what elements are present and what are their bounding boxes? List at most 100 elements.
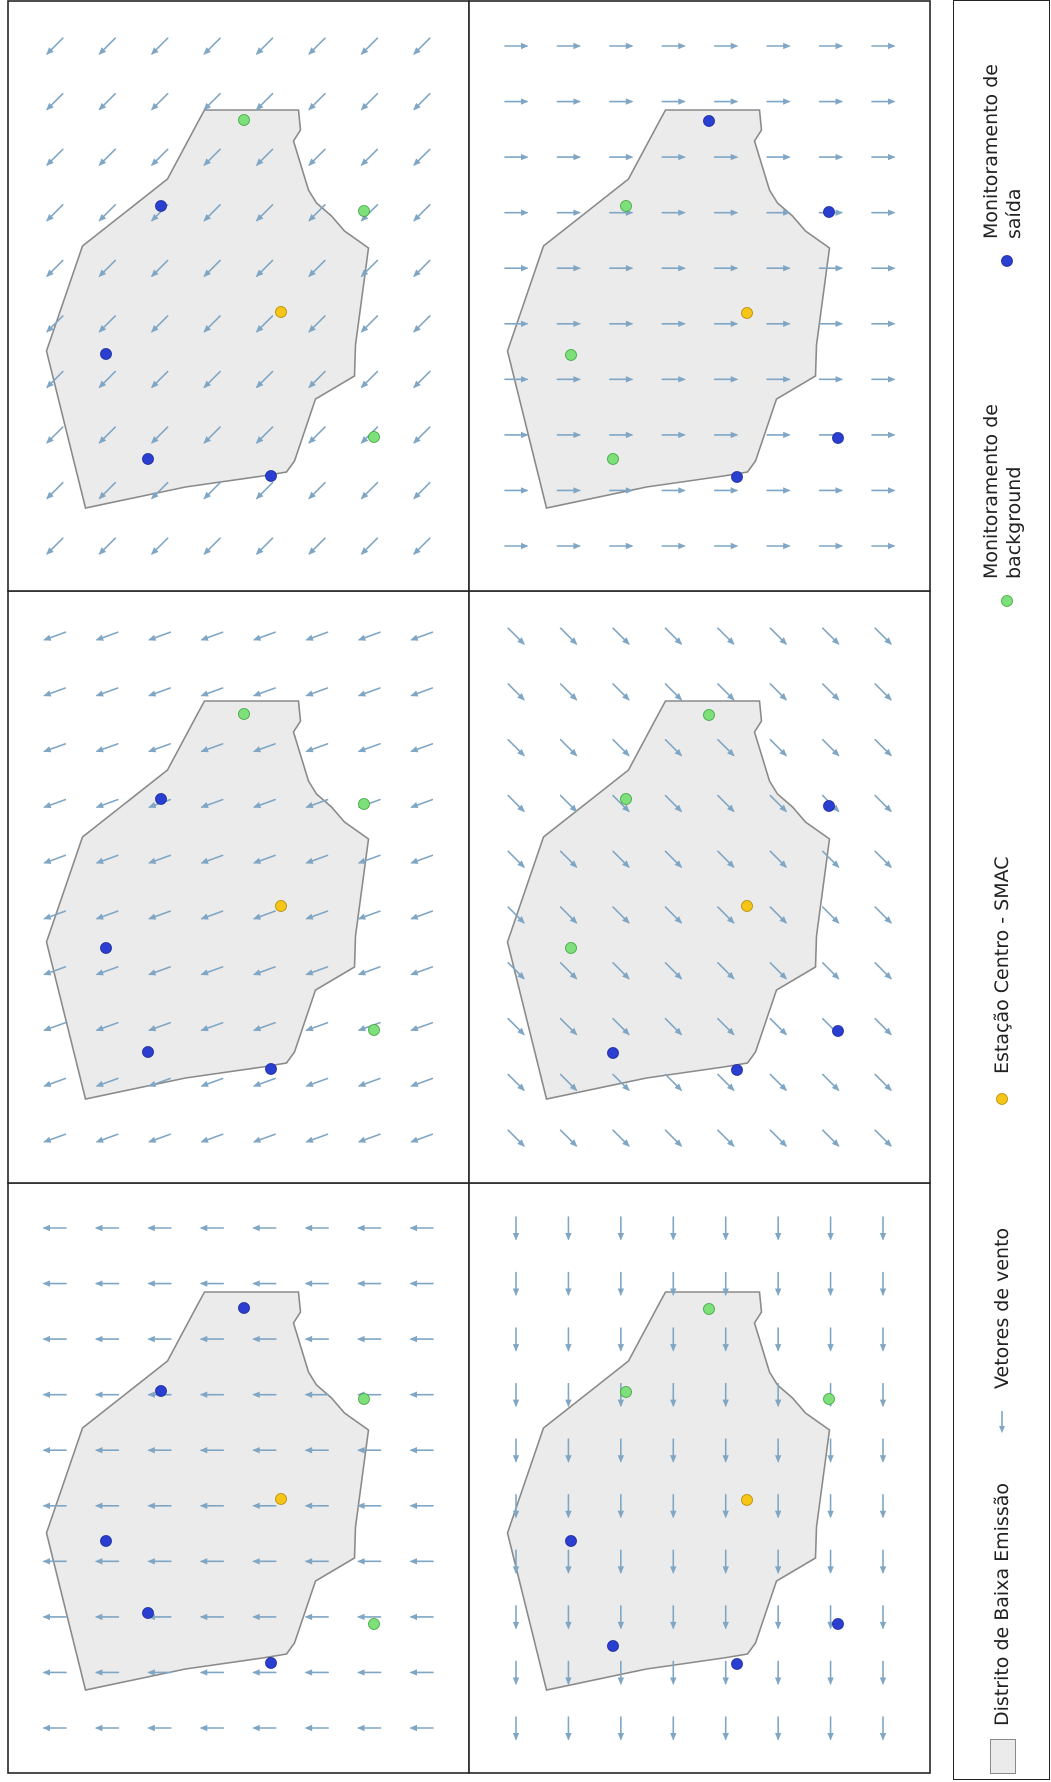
wind-arrow (252, 1280, 277, 1287)
wind-arrow (94, 1280, 120, 1287)
wind-arrow (609, 98, 634, 105)
exit-monitoring-point (607, 1640, 619, 1652)
wind-arrow (42, 1335, 67, 1343)
wind-arrow (252, 1335, 277, 1343)
wind-arrow (203, 315, 221, 333)
wind-arrow (95, 966, 119, 976)
wind-arrow (670, 1271, 677, 1297)
wind-arrow (199, 1391, 225, 1398)
wind-arrow (769, 683, 788, 701)
wind-arrow (409, 1280, 434, 1287)
wind-arrow (565, 1216, 572, 1241)
wind-arrow (565, 1549, 572, 1574)
wind-arrow (357, 1724, 382, 1732)
wind-arrow (661, 542, 686, 550)
wind-arrow (774, 1216, 782, 1241)
wind-arrow (46, 204, 64, 222)
wind-arrow (150, 37, 169, 55)
wind-arrow (713, 487, 739, 494)
wind-arrow (43, 1133, 67, 1143)
wind-arrow (504, 320, 529, 327)
wind-arrow (203, 37, 221, 55)
wind-arrow (94, 1447, 120, 1454)
wind-arrow (95, 854, 119, 864)
wind-arrow (769, 1129, 788, 1147)
wind-arrow (95, 1021, 119, 1032)
low-emission-district-area (45, 1291, 370, 1691)
wind-arrow (200, 743, 224, 753)
legend-label-centro: Estação Centro - SMAC (991, 856, 1013, 1074)
wind-arrow-icon (999, 1411, 1005, 1433)
wind-arrow (766, 542, 791, 550)
wind-arrow (617, 1216, 625, 1241)
wind-arrow (874, 962, 892, 980)
wind-arrow (774, 1493, 782, 1519)
wind-arrow (98, 370, 117, 389)
wind-arrow (556, 487, 581, 494)
map-panel-wind-east (468, 0, 931, 592)
low-emission-district-area (45, 109, 370, 509)
wind-arrow (827, 1216, 834, 1241)
wind-arrow (507, 794, 525, 813)
wind-arrow (821, 738, 840, 757)
background-station-icon (1001, 595, 1013, 607)
wind-arrow (874, 1129, 892, 1147)
wind-arrow (818, 153, 844, 161)
wind-arrow (46, 537, 64, 555)
wind-arrow (507, 906, 525, 924)
wind-arrow (504, 153, 529, 161)
exit-monitoring-point (155, 200, 167, 212)
wind-arrow (98, 204, 117, 222)
centro-smac-station (275, 306, 287, 318)
wind-arrow (255, 426, 274, 444)
wind-arrow (95, 687, 119, 697)
wind-arrow (305, 743, 329, 753)
exit-monitoring-point (142, 453, 154, 465)
wind-arrow (713, 542, 739, 550)
wind-arrow (255, 204, 274, 222)
wind-arrow (413, 315, 431, 333)
wind-arrow (512, 1493, 520, 1519)
wind-arrow (42, 1724, 67, 1732)
wind-arrow (413, 37, 431, 55)
wind-arrow (252, 1669, 277, 1676)
wind-arrow (252, 743, 276, 753)
low-emission-district-area (506, 1291, 831, 1691)
wind-arrow (95, 1133, 119, 1143)
low-emission-district-area (506, 700, 831, 1100)
wind-arrow (713, 98, 739, 105)
wind-arrow (255, 37, 274, 55)
wind-arrow (559, 906, 578, 924)
wind-arrow (360, 315, 379, 333)
wind-arrow (507, 683, 525, 701)
wind-arrow (612, 1017, 630, 1036)
exit-monitoring-point (607, 1047, 619, 1059)
wind-arrow (769, 850, 788, 868)
wind-arrow (357, 1447, 382, 1454)
wind-arrow (252, 1724, 277, 1732)
wind-arrow (413, 537, 431, 555)
wind-arrow (559, 962, 578, 980)
map-panel-wind-southwest (7, 0, 470, 592)
wind-arrow (664, 738, 683, 757)
exit-monitoring-point (265, 470, 277, 482)
wind-arrow (43, 631, 67, 641)
wind-arrow (95, 743, 119, 753)
wind-arrow (617, 1660, 625, 1685)
wind-arrow (874, 906, 892, 924)
legend-entry-background: Monitoramento de background (954, 351, 1051, 611)
wind-arrow (717, 794, 735, 813)
wind-arrow (504, 265, 529, 272)
wind-arrow (821, 1129, 840, 1147)
wind-arrow (147, 1724, 172, 1732)
wind-arrow (556, 265, 581, 272)
wind-arrow (565, 1660, 572, 1685)
wind-arrow (357, 966, 381, 976)
wind-arrow (769, 794, 788, 813)
wind-arrow (565, 1605, 572, 1630)
exit-monitoring-point (100, 942, 112, 954)
wind-arrow (512, 1605, 520, 1630)
wind-arrow (308, 92, 326, 111)
wind-arrow (821, 627, 840, 645)
wind-arrow (504, 487, 529, 494)
